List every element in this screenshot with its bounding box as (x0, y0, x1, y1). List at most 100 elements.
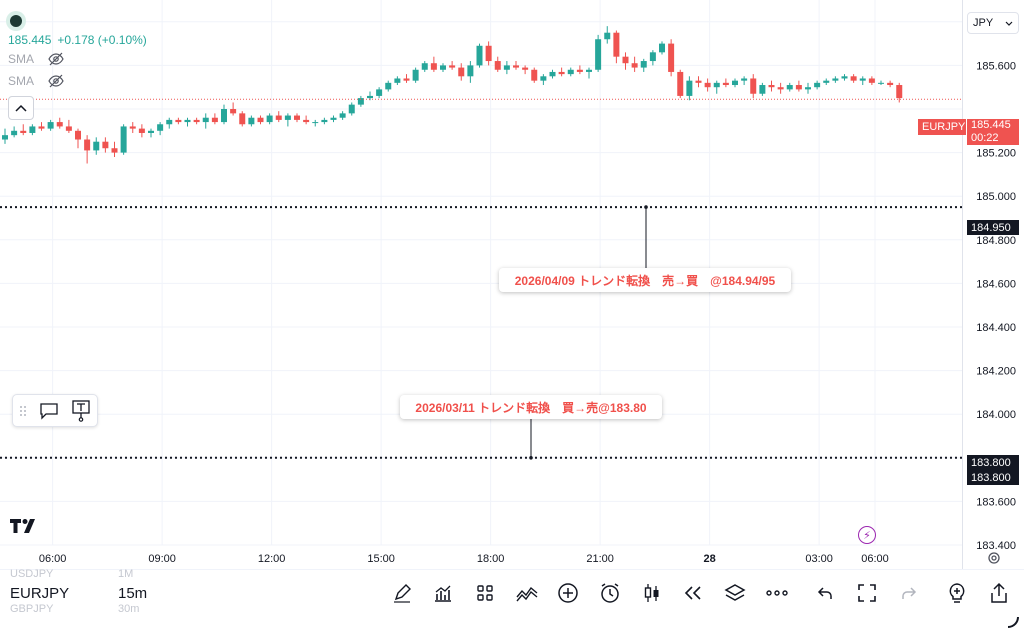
candle-body (120, 126, 127, 153)
currency-select[interactable]: JPY (967, 12, 1019, 34)
current-price-value: 185.445 (971, 119, 1011, 131)
market-status-dot (10, 15, 22, 27)
candle-body (887, 82, 894, 86)
candle-body (102, 141, 109, 149)
annotation-callout[interactable]: 2026/03/11 トレンド転換 買→売@183.80 (400, 395, 662, 419)
more-icon[interactable] (765, 581, 789, 605)
layers-icon[interactable] (723, 581, 747, 605)
idea-icon[interactable] (945, 581, 969, 605)
resize-handle-icon[interactable] (1006, 615, 1020, 634)
tradingview-logo (10, 519, 38, 538)
line-price-tag: 183.800 (967, 470, 1019, 485)
candle-body (148, 130, 154, 133)
settings-icon[interactable] (987, 551, 1001, 568)
candle-body (750, 78, 757, 94)
candle-body (376, 89, 383, 96)
candle-body (330, 117, 337, 120)
candle-body (230, 109, 237, 114)
interval-option-next[interactable]: 30m (118, 603, 140, 615)
candle-body (494, 61, 501, 70)
chevron-down-icon (1005, 21, 1013, 26)
candle-body (485, 45, 492, 62)
candle-body (476, 45, 483, 66)
annotation-callout[interactable]: 2026/04/09 トレンド転換 売→買 @184.94/95 (499, 268, 791, 292)
eye-off-icon[interactable] (48, 52, 64, 66)
interval-option-prev[interactable]: 1M (118, 568, 134, 580)
add-icon[interactable] (556, 581, 580, 605)
candles-icon[interactable] (640, 581, 664, 605)
candle-body (832, 78, 839, 81)
candle-body (741, 78, 748, 81)
candle-body (841, 76, 848, 79)
candle-body (175, 119, 182, 123)
indicator-row-sma-1[interactable]: SMA (8, 52, 64, 66)
candle-body (20, 130, 27, 133)
price-tick-label: 184.800 (976, 235, 1016, 247)
currency-value: JPY (973, 17, 994, 29)
candle-body (239, 113, 246, 125)
undo-icon[interactable] (813, 581, 837, 605)
share-icon[interactable] (987, 581, 1011, 605)
price-tick-label: 183.400 (976, 540, 1016, 552)
indicator-label: SMA (8, 74, 35, 88)
alert-icon[interactable] (598, 581, 622, 605)
indicator-row-sma-2[interactable]: SMA (8, 74, 64, 88)
candle-body (567, 69, 574, 75)
candle-body (47, 122, 54, 129)
candle-body (348, 104, 355, 114)
candle-body (93, 141, 100, 151)
candle-body (211, 117, 218, 123)
comment-icon[interactable] (39, 402, 59, 420)
candle-body (622, 56, 629, 64)
time-axis: 06:00 09:00 12:00 15:00 18:00 21:00 28 03:00 06:… (39, 553, 889, 565)
symbol-option-prev[interactable]: USDJPY (10, 568, 54, 580)
candle-body (604, 32, 611, 40)
candle-body (549, 71, 556, 77)
text-pin-icon[interactable] (71, 399, 91, 422)
candle-body (221, 109, 227, 123)
candle-body (558, 71, 565, 75)
compare-icon[interactable] (515, 581, 539, 605)
candle-body (850, 76, 857, 81)
redo-icon[interactable] (897, 581, 921, 605)
candle-body (38, 126, 45, 129)
candle-body (759, 85, 766, 94)
candle-body (129, 126, 136, 129)
indicators-icon[interactable] (431, 581, 455, 605)
drag-handle-icon[interactable] (19, 405, 27, 417)
candle-body (367, 95, 373, 99)
lightning-icon[interactable]: ⚡ (858, 526, 876, 544)
candle-body (531, 69, 538, 81)
candle-body (458, 67, 465, 77)
candle-body (777, 87, 784, 90)
candle-body (868, 78, 875, 83)
interval-picker[interactable]: 15m (118, 585, 148, 602)
chart-grid (0, 0, 963, 569)
candle-body (339, 113, 346, 118)
time-tick-label: 03:00 (805, 553, 833, 565)
price-change: +0.178 (+0.10%) (57, 33, 147, 47)
candle-body (859, 78, 866, 81)
candle-body (257, 117, 264, 123)
replay-icon[interactable] (681, 581, 705, 605)
symbol-option-next[interactable]: GBPJPY (10, 603, 54, 615)
collapse-legend-button[interactable] (8, 96, 34, 120)
candle-body (157, 124, 164, 131)
templates-icon[interactable] (473, 581, 497, 605)
line-price-tag: 184.950 (967, 220, 1019, 235)
candle-body (677, 71, 684, 96)
candle-body (576, 69, 583, 72)
eye-off-icon[interactable] (48, 74, 64, 88)
candle-body (111, 148, 118, 153)
fullscreen-icon[interactable] (855, 581, 879, 605)
candle-body (75, 130, 81, 140)
candle-body (412, 69, 419, 81)
candle-body (248, 117, 255, 125)
pen-icon[interactable] (390, 581, 414, 605)
symbol-picker[interactable]: EURJPY (10, 585, 70, 602)
candle-body (668, 43, 675, 72)
time-tick-label: 21:00 (586, 553, 614, 565)
candle-body (184, 119, 191, 123)
candle-body (65, 126, 72, 131)
